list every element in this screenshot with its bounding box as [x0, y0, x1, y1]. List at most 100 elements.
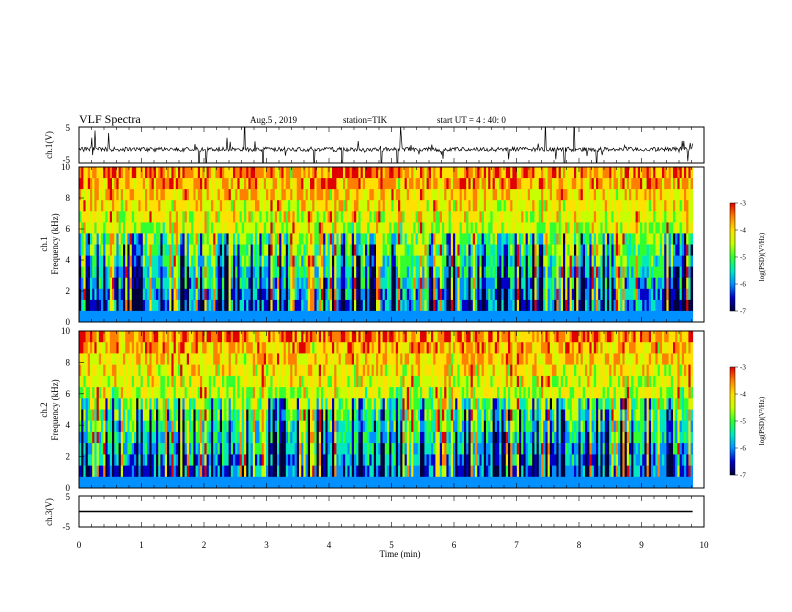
spec2-cell: [109, 387, 113, 399]
spec1-cell: [523, 255, 526, 267]
spec2-cell: [105, 431, 108, 444]
spec2-cell: [109, 454, 113, 466]
spec2-cell: [138, 443, 141, 455]
spec2-cell: [180, 398, 183, 410]
spec1-cell: [439, 255, 443, 267]
spec1-cell: [360, 178, 364, 190]
spec2-cell: [208, 431, 212, 444]
spec1-cell: [158, 233, 161, 245]
spec2-cell: [125, 387, 128, 399]
spec1-cell: [400, 167, 403, 179]
spec2-cell: [167, 409, 170, 421]
spec1-cell: [615, 299, 619, 312]
spec1-cell: [235, 178, 238, 190]
spec1-cell: [261, 233, 265, 245]
spec1-cell: [103, 189, 106, 201]
spec1-cell: [499, 266, 502, 278]
spec1-cell: [602, 255, 606, 267]
spec1-cell: [358, 299, 361, 312]
spec1-cell: [655, 288, 658, 301]
spec1-cell: [442, 310, 445, 323]
spec1-cell: [499, 288, 502, 301]
spec1-cell: [123, 233, 126, 245]
spec1-cell: [567, 189, 570, 201]
spec2-cell: [184, 353, 188, 365]
spec1-cell: [197, 167, 201, 179]
spec1-cell: [488, 266, 491, 278]
spec1-cell: [303, 178, 306, 190]
spec1-cell: [358, 200, 361, 212]
spec1-cell: [545, 222, 548, 234]
spec1-cell: [472, 255, 476, 267]
spec1-cell: [534, 288, 537, 301]
spec2-cell: [173, 331, 177, 343]
spec1-cell: [690, 299, 694, 312]
spec1-cell: [255, 222, 258, 234]
spec2-cell: [213, 331, 216, 343]
spec1-cell: [222, 255, 225, 267]
spec2-cell: [215, 420, 218, 433]
spec1-cell: [160, 299, 163, 312]
spec2-cell: [226, 375, 229, 388]
spec1-cell: [274, 266, 278, 278]
spec2-cell: [114, 398, 117, 410]
spec2-cell: [184, 364, 188, 377]
spec1-cell: [637, 288, 641, 301]
spec1-cell: [413, 211, 416, 223]
spec2-cell: [158, 375, 161, 388]
spec2-cell: [162, 364, 166, 377]
spec1-cell: [668, 288, 672, 301]
spec1-cell: [615, 178, 619, 190]
spec1-cell: [413, 255, 416, 267]
spec1-cell: [420, 200, 423, 212]
spec2-cell: [109, 431, 113, 444]
spec1-cell: [279, 222, 282, 234]
spec2-cell: [81, 454, 84, 466]
spec2-cell: [169, 364, 172, 377]
spec2-cell: [186, 443, 190, 455]
spec1-cell: [259, 277, 262, 290]
spec1-cell: [571, 200, 575, 212]
spec2-cell: [222, 454, 225, 466]
spec1-cell: [112, 200, 115, 212]
spec2-cell: [197, 431, 201, 444]
spec1-cell: [580, 200, 584, 212]
spec1-cell: [580, 255, 584, 267]
spec1-cell: [131, 200, 135, 212]
spec1-cell: [299, 310, 302, 323]
spec2-cell: [202, 431, 205, 444]
spec2-cell: [230, 331, 234, 343]
spec2-cell: [184, 398, 188, 410]
spec2-cell: [206, 420, 210, 433]
spec1-cell: [426, 277, 430, 290]
spec1-cell: [294, 299, 298, 312]
spec1-cell: [380, 299, 383, 312]
spec1-cell: [417, 310, 421, 323]
spec2-cell: [217, 409, 221, 421]
spec1-cell: [525, 299, 529, 312]
spec1-cell: [173, 299, 177, 312]
spec1-cell: [237, 288, 240, 301]
spec1-cell: [593, 310, 597, 323]
spec1-cell: [618, 255, 621, 267]
spec1-cell: [554, 211, 557, 223]
spec1-cell: [312, 211, 315, 223]
spec1-cell: [569, 200, 573, 212]
spec2-cell: [211, 443, 214, 455]
spec1-cell: [200, 244, 203, 256]
spec1-cell: [455, 211, 458, 223]
spec1-cell: [653, 310, 656, 323]
spec2-cell: [85, 443, 89, 455]
spec2-cell: [182, 409, 185, 421]
spec1-cell: [230, 222, 234, 234]
spec1-cell: [613, 288, 617, 301]
spec1-cell: [389, 200, 392, 212]
spec1-cell: [483, 288, 487, 301]
spec2-cell: [200, 342, 203, 354]
spec1-cell: [409, 233, 412, 245]
spec1-cell: [637, 255, 641, 267]
spec1-cell: [244, 277, 247, 290]
spec1-cell: [442, 200, 445, 212]
spec1-cell: [120, 222, 124, 234]
spec2-cell: [79, 331, 82, 343]
